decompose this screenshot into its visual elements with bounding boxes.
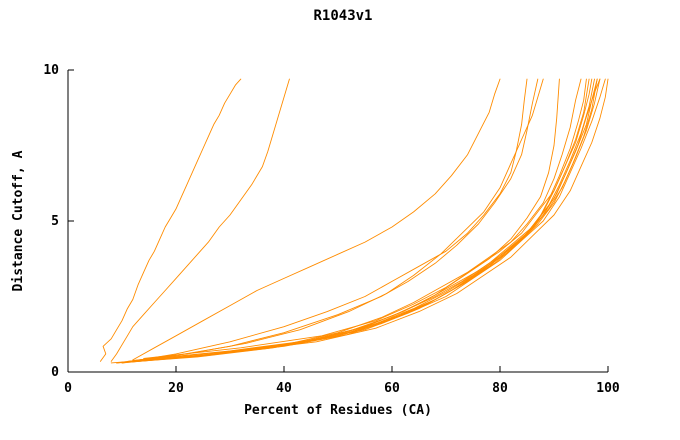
x-tick-label: 20 <box>168 381 184 396</box>
model-curve <box>116 78 590 364</box>
model-curve <box>143 78 593 359</box>
y-tick-label: 10 <box>43 63 59 78</box>
model-curve <box>121 78 528 364</box>
data-series-group <box>99 78 609 364</box>
x-axis-label: Percent of Residues (CA) <box>244 403 432 418</box>
model-curve <box>132 78 587 362</box>
x-tick-label: 0 <box>64 381 72 396</box>
x-tick-label: 80 <box>492 381 508 396</box>
model-curve <box>121 78 601 364</box>
y-tick-label: 0 <box>51 365 59 380</box>
model-curve <box>126 78 544 362</box>
x-tick-label: 100 <box>596 381 620 396</box>
model-curve <box>99 78 242 362</box>
model-curve <box>132 78 560 361</box>
model-curve <box>121 78 598 363</box>
x-tick-label: 60 <box>384 381 400 396</box>
axes-group <box>67 70 608 373</box>
x-tick-label: 40 <box>276 381 292 396</box>
model-curve <box>121 78 582 364</box>
chart-title: R1043v1 <box>313 8 372 24</box>
model-curve <box>110 78 290 362</box>
y-axis-label: Distance Cutoff, A <box>11 150 26 291</box>
model-curve <box>116 78 539 364</box>
model-curve <box>132 78 501 361</box>
model-curve <box>126 78 606 362</box>
model-curve <box>116 78 601 364</box>
y-tick-label: 5 <box>51 214 59 229</box>
tick-labels-group: 0 20 40 60 80 100 0 5 10 <box>43 63 620 396</box>
